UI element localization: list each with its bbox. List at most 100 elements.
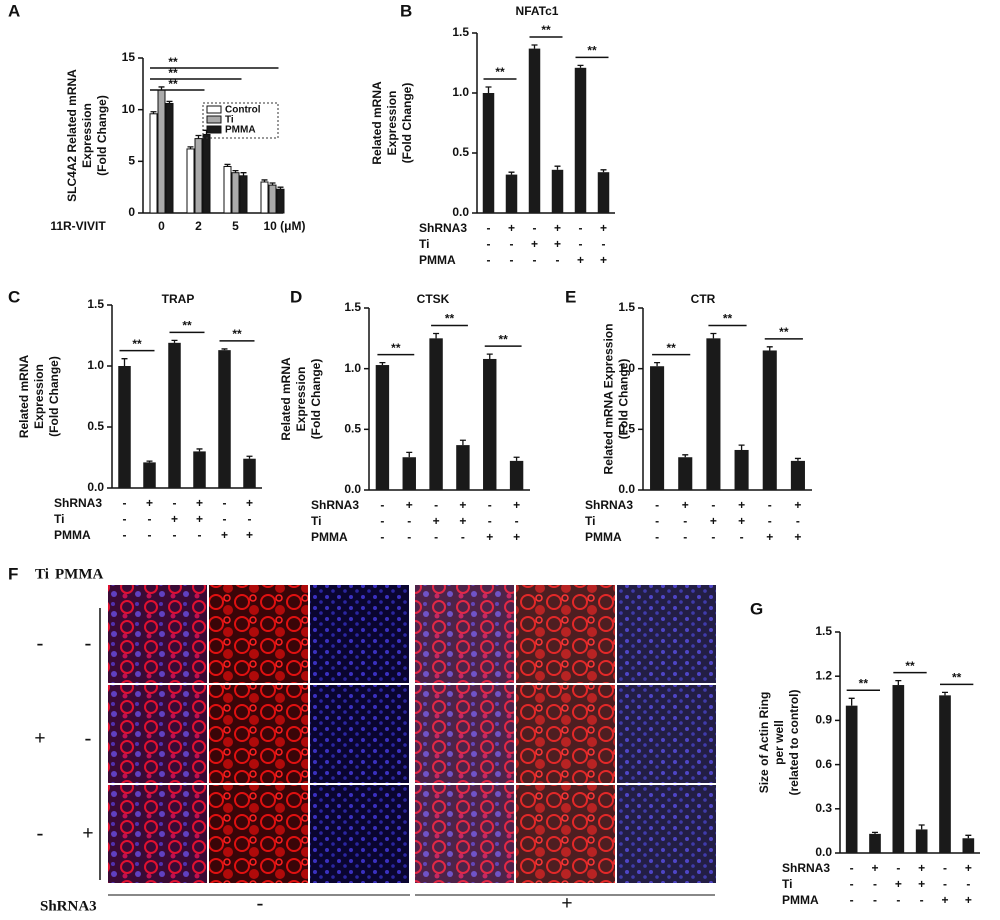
condition-sign: + [710,514,717,528]
condition-sign: - [711,530,715,544]
bar [678,457,693,490]
bar [429,338,443,490]
condition-sign: - [223,512,227,526]
legend-swatch [206,125,222,134]
condition-sign: - [768,498,772,512]
condition-name: ShRNA3 [419,221,467,235]
micrograph [516,685,615,783]
error-bar [277,186,284,190]
significance-label: ** [182,319,192,333]
micrograph [209,685,308,783]
column-header: Ti [35,566,49,582]
bar [402,457,416,490]
footer-label: ShRNA3 [40,898,97,914]
significance-label: ** [952,671,962,685]
bar [218,350,231,488]
condition-sign: - [920,893,924,907]
bar [790,460,805,490]
condition-sign: + [459,498,466,512]
error-bar [577,64,584,68]
error-bar [232,169,239,173]
micrograph [310,585,409,683]
panel-label: B [400,1,412,20]
bar [892,685,905,853]
y-tick-label: 0 [128,205,135,219]
condition-name: PMMA [419,253,456,267]
condition-sign: - [556,253,560,267]
condition-sign: - [850,893,854,907]
legend-swatch [206,115,222,124]
panel-label: F [8,564,18,583]
condition-name: ShRNA3 [782,861,830,875]
y-tick-label: 0.5 [452,145,469,159]
significance-label: ** [168,55,178,69]
bar [650,366,665,490]
bar [193,451,206,488]
x-tick-label: 5 [232,219,239,233]
condition-sign: + [918,877,925,891]
bar [168,342,181,488]
y-axis-label: Expression [385,91,399,156]
micrograph [209,585,308,683]
condition-sign: + [246,496,253,510]
bar [482,93,495,213]
error-bar [682,454,689,458]
micrograph [108,685,207,783]
condition-sign: - [602,237,606,251]
condition-name: PMMA [311,530,348,544]
condition-sign: - [407,530,411,544]
condition-sign: + [682,498,689,512]
condition-sign: - [487,253,491,267]
micrograph [108,585,207,683]
condition-sign: + [554,237,561,251]
y-tick-label: 0.5 [87,419,104,433]
condition-sign: - [223,496,227,510]
condition-sign: + [738,514,745,528]
condition-sign: + [600,253,607,267]
y-tick-label: 0.0 [344,482,361,496]
condition-sign: + [554,221,561,235]
condition-sign: + [459,514,466,528]
bar [939,695,951,853]
condition-name: PMMA [585,530,622,544]
bar [915,829,928,853]
y-axis-label: Related mRNA Expression [602,324,616,475]
significance-label: ** [859,676,869,690]
legend-label: PMMA [225,125,256,136]
error-bar [848,697,855,706]
condition-sign: + [766,530,773,544]
condition-sign: - [173,496,177,510]
y-tick-label: 1.0 [344,361,361,375]
error-bar [513,456,520,461]
significance-label: ** [391,341,401,355]
y-axis-label: (Fold Change) [309,359,323,440]
error-bar [965,834,972,839]
y-tick-label: 0.3 [815,801,832,815]
bar [243,458,256,488]
condition-sign: + [171,512,178,526]
bar [231,172,240,214]
condition-sign: - [461,530,465,544]
y-tick-label: 1.5 [815,624,832,638]
row-sign: - [37,633,44,655]
y-axis-label: (Fold Change) [617,359,631,440]
y-tick-label: 1.5 [618,300,635,314]
condition-name: PMMA [782,893,819,907]
panel-label: C [8,287,20,306]
y-tick-label: 0.5 [344,422,361,436]
y-axis-label: SLC4A2 Related mRNA [65,69,79,202]
condition-sign: + [600,221,607,235]
y-tick-label: 0.5 [618,422,635,436]
condition-sign: + [965,893,972,907]
micrograph [415,785,514,883]
error-bar [150,111,157,114]
row-sign: - [85,633,92,655]
chart-title: NFATc1 [516,4,559,18]
bar [186,148,195,214]
bar [597,172,610,213]
condition-sign: + [918,861,925,875]
y-tick-label: 1.5 [344,300,361,314]
y-axis-label: Related mRNA [370,81,384,165]
